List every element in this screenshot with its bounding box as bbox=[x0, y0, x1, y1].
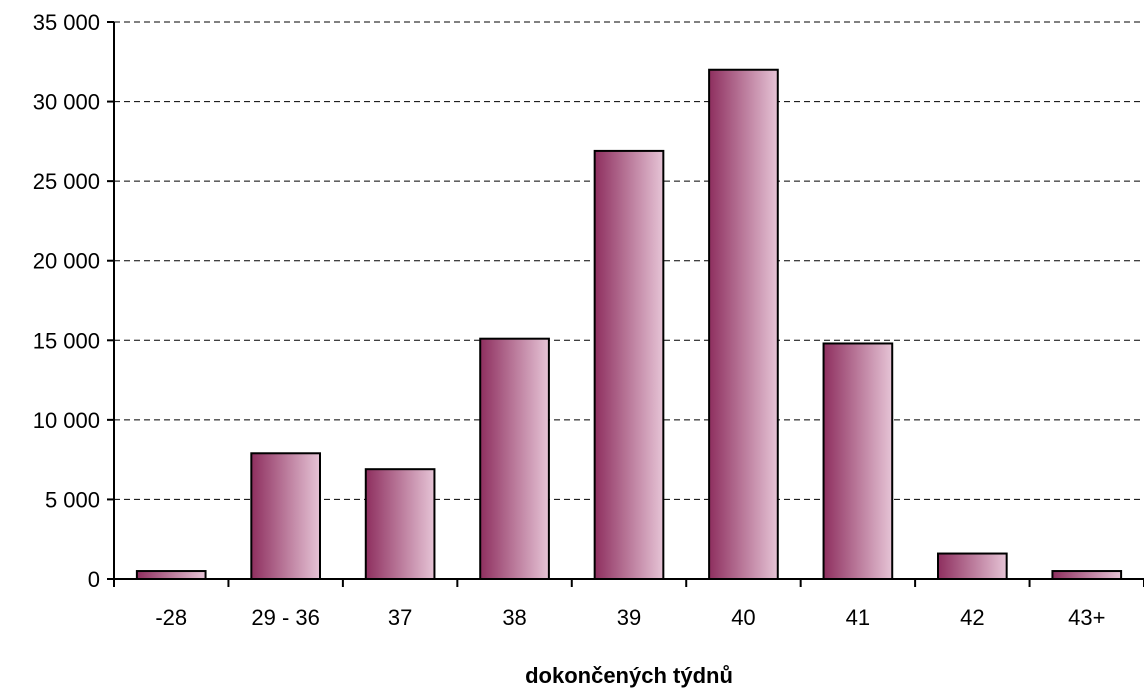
y-tick-labels: 0 5 000 10 000 15 000 20 000 25 000 30 000 35 0… bbox=[33, 10, 100, 592]
x-tick-label: 40 bbox=[731, 605, 755, 630]
x-tick-label: 41 bbox=[846, 605, 870, 630]
x-axis-title: dokončených týdnů bbox=[525, 663, 733, 688]
y-tick-label: 25 000 bbox=[33, 169, 100, 194]
x-tick-label: -28 bbox=[155, 605, 187, 630]
bar bbox=[937, 552, 1008, 581]
y-tick-label: 0 bbox=[88, 567, 100, 592]
bar bbox=[593, 149, 665, 581]
y-tick-label: 15 000 bbox=[33, 328, 100, 353]
y-tick-label: 5 000 bbox=[45, 487, 100, 512]
x-tick-label: 42 bbox=[960, 605, 984, 630]
bars bbox=[135, 68, 1123, 581]
bar bbox=[708, 68, 779, 580]
bar bbox=[822, 342, 894, 580]
bar bbox=[1051, 570, 1123, 580]
bar bbox=[364, 468, 436, 581]
y-tick-label: 20 000 bbox=[33, 249, 100, 274]
y-tick-label: 35 000 bbox=[33, 10, 100, 35]
x-tick-label: 38 bbox=[502, 605, 526, 630]
x-tick-label: 43+ bbox=[1068, 605, 1105, 630]
bar bbox=[479, 337, 550, 580]
axes bbox=[107, 21, 1144, 587]
x-tick-label: 39 bbox=[617, 605, 641, 630]
y-tick-label: 10 000 bbox=[33, 408, 100, 433]
y-tick-label: 30 000 bbox=[33, 90, 100, 115]
bar bbox=[135, 570, 207, 580]
x-tick-labels: -28 29 - 36 37 38 39 40 41 42 43+ bbox=[155, 605, 1105, 630]
bar bbox=[250, 452, 321, 580]
x-tick-label: 37 bbox=[388, 605, 412, 630]
x-tick-label: 29 - 36 bbox=[251, 605, 320, 630]
